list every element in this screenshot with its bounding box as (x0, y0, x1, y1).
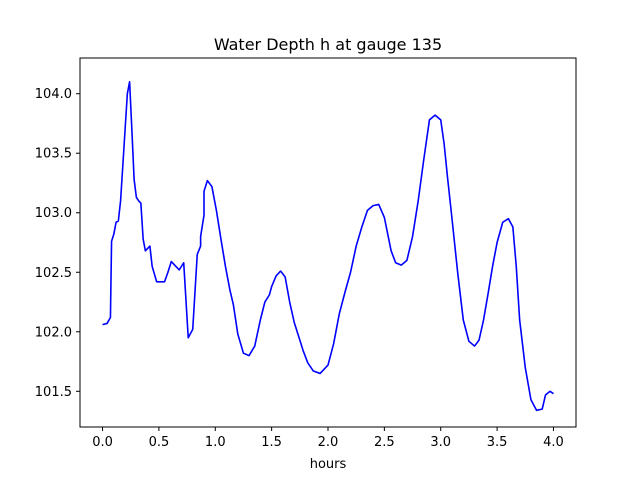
x-axis: 0.0 0.5 1.0 1.5 2.0 2.5 3.0 3.5 4.0 (92, 427, 564, 450)
x-tick-label: 4.0 (543, 435, 564, 450)
x-tick-label: 1.0 (205, 435, 226, 450)
y-tick-label: 101.5 (35, 385, 72, 400)
x-tick-label: 3.0 (430, 435, 451, 450)
x-tick-label: 2.0 (318, 435, 339, 450)
x-tick-label: 1.5 (261, 435, 282, 450)
plot-frame (79, 57, 577, 428)
x-tick-label: 0.0 (92, 435, 113, 450)
y-tick-label: 102.5 (35, 266, 72, 281)
x-tick-label: 0.5 (149, 435, 170, 450)
series-line (102, 81, 554, 412)
plot-area (102, 81, 554, 412)
y-tick-label: 102.0 (35, 325, 72, 340)
x-tick-label: 3.5 (487, 435, 508, 450)
y-tick-label: 103.5 (35, 147, 72, 162)
y-tick-label: 103.0 (35, 206, 72, 221)
x-tick-label: 2.5 (374, 435, 395, 450)
chart-title: Water Depth h at gauge 135 (214, 35, 442, 54)
y-tick-label: 104.0 (35, 87, 72, 102)
x-axis-label: hours (310, 457, 347, 472)
y-axis: 101.5 102.0 102.5 103.0 103.5 104.0 (35, 87, 80, 400)
